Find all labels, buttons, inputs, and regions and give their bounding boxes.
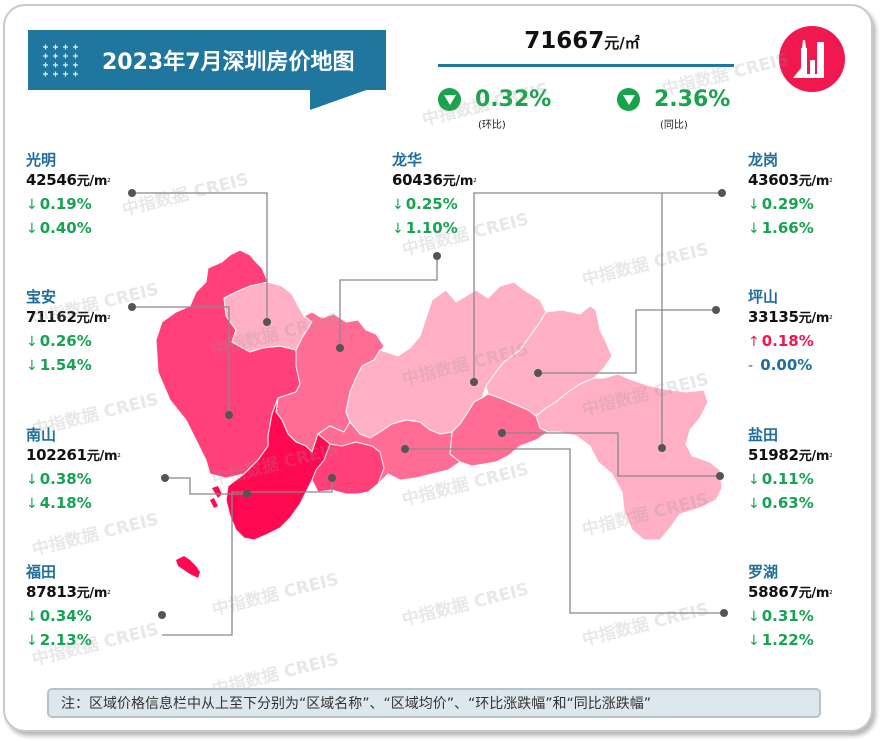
region-name: 坪山 [748, 288, 779, 306]
region-mom: ↓ 0.38% [26, 470, 92, 488]
title-banner [28, 30, 386, 90]
city-skyline-icon [779, 26, 845, 92]
region-price: 33135元/m² [748, 308, 833, 326]
region-price: 102261元/m² [26, 446, 121, 464]
region-label-luohu: 罗湖 58867元/m² ↓ 0.31% ↓ 1.22% [748, 562, 833, 653]
region-label-yantian: 盐田 51982元/m² ↓ 0.11% ↓ 0.63% [748, 425, 833, 516]
plus-grid-icon [43, 44, 78, 77]
region-label-longhua: 龙华 60436元/m² ↓ 0.25% ↓ 1.10% [392, 150, 477, 241]
region-name: 光明 [26, 151, 57, 169]
yoy-label: (同比) [660, 120, 688, 131]
region-mom: ↓ 0.26% [26, 332, 92, 350]
mom-change-value: 0.32% [475, 86, 552, 112]
mom-change: 0.32% [438, 84, 551, 114]
down-triangle-icon [617, 87, 640, 111]
region-mom: ↓ 0.25% [392, 195, 458, 213]
avg-price-unit: 元/㎡ [604, 34, 640, 52]
region-price: 87813元/m² [26, 583, 111, 601]
region-yoy: ↓ 2.13% [26, 631, 92, 649]
region-label-guangming: 光明 42546元/m² ↓ 0.19% ↓ 0.40% [26, 150, 111, 241]
region-price: 60436元/m² [392, 171, 477, 189]
region-mom: ↓ 0.29% [748, 195, 814, 213]
region-mom: ↓ 0.34% [26, 607, 92, 625]
region-price: 58867元/m² [748, 583, 833, 601]
region-name: 罗湖 [748, 563, 779, 581]
legend-note: 注：区域价格信息栏中从上至下分别为“区域名称”、“区域均价”、“环比涨跌幅”和“… [47, 688, 821, 718]
title-banner-tail [310, 88, 372, 110]
region-label-baoan: 宝安 71162元/m² ↓ 0.26% ↓ 1.54% [26, 287, 111, 378]
region-label-nanshan: 南山 102261元/m² ↓ 0.38% ↓ 4.18% [26, 425, 121, 516]
region-price: 51982元/m² [748, 446, 833, 464]
region-yoy: ↓ 1.22% [748, 631, 814, 649]
page-title: 2023年7月深圳房价地图 [102, 50, 355, 75]
region-name: 福田 [26, 563, 57, 581]
region-yoy: ↓ 0.40% [26, 219, 92, 237]
region-mom: ↓ 0.19% [26, 195, 92, 213]
region-name: 盐田 [748, 426, 779, 444]
region-mom: ↓ 0.31% [748, 607, 814, 625]
region-name: 宝安 [26, 288, 57, 306]
mom-label: (环比) [478, 120, 506, 131]
region-name: 龙岗 [748, 151, 779, 169]
region-label-futian: 福田 87813元/m² ↓ 0.34% ↓ 2.13% [26, 562, 111, 653]
yoy-change: 2.36% [617, 84, 730, 114]
region-mom: ↓ 0.11% [748, 470, 814, 488]
region-nanshan [225, 397, 331, 541]
island [176, 556, 200, 578]
region-yantian-dapeng [535, 373, 723, 541]
region-price: 43603元/m² [748, 171, 833, 189]
avg-price-value: 71667 [524, 28, 605, 54]
region-yoy: ↓ 4.18% [26, 494, 92, 512]
down-triangle-icon [438, 87, 461, 111]
region-name: 南山 [26, 426, 57, 444]
region-mom: ↑ 0.18% [748, 332, 814, 350]
region-label-longgang: 龙岗 43603元/m² ↓ 0.29% ↓ 1.66% [748, 150, 833, 241]
region-yoy: ↓ 1.66% [748, 219, 814, 237]
region-yoy: ↓ 1.54% [26, 356, 92, 374]
region-label-pingshan: 坪山 33135元/m² ↑ 0.18% - 0.00% [748, 287, 833, 378]
region-yoy: - 0.00% [748, 356, 813, 374]
region-name: 龙华 [392, 151, 423, 169]
region-luohu [449, 393, 549, 467]
yoy-change-value: 2.36% [654, 86, 731, 112]
divider [438, 64, 734, 67]
region-price: 42546元/m² [26, 171, 111, 189]
avg-price: 71667元/㎡ [432, 28, 732, 54]
region-guangming [223, 281, 313, 353]
region-yoy: ↓ 1.10% [392, 219, 458, 237]
region-price: 71162元/m² [26, 308, 111, 326]
region-yoy: ↓ 0.63% [748, 494, 814, 512]
